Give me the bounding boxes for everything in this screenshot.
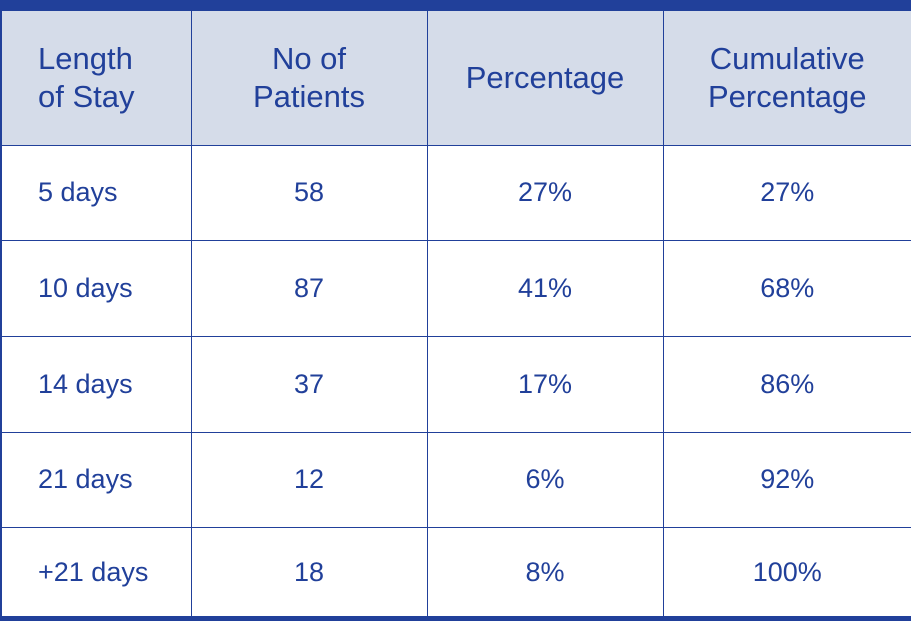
table-row: 5 days 58 27% 27% <box>0 145 911 242</box>
cell-percentage: 17% <box>426 336 664 433</box>
header-cumulative-percentage-line-1: Cumulative <box>709 40 865 76</box>
header-no-of-patients: No of Patients <box>190 11 428 146</box>
table-row: 10 days 87 41% 68% <box>0 240 911 337</box>
header-length-of-stay-line-1: Length <box>38 40 133 76</box>
cell-cumulative-percentage: 27% <box>662 145 911 242</box>
table-row: 21 days 12 6% 92% <box>0 432 911 529</box>
cell-length-of-stay: 10 days <box>0 240 192 337</box>
cell-cumulative-percentage: 68% <box>662 240 911 337</box>
header-cumulative-percentage: Cumulative Percentage <box>662 11 911 146</box>
cell-percentage: 27% <box>426 145 664 242</box>
header-percentage: Percentage <box>426 11 664 146</box>
cell-no-of-patients: 37 <box>190 336 428 433</box>
cell-no-of-patients: 18 <box>190 527 428 617</box>
cell-length-of-stay: 21 days <box>0 432 192 529</box>
cell-cumulative-percentage: 92% <box>662 432 911 529</box>
cell-cumulative-percentage: 100% <box>662 527 911 617</box>
header-cumulative-percentage-line-2: Percentage <box>707 78 867 114</box>
length-of-stay-table: Length of Stay No of Patients Percentage… <box>0 11 911 617</box>
cell-no-of-patients: 12 <box>190 432 428 529</box>
cell-percentage: 8% <box>426 527 664 617</box>
header-length-of-stay-line-2: of Stay <box>38 78 135 114</box>
cell-length-of-stay: 14 days <box>0 336 192 433</box>
cell-length-of-stay: +21 days <box>0 527 192 617</box>
cell-percentage: 6% <box>426 432 664 529</box>
cell-no-of-patients: 87 <box>190 240 428 337</box>
cell-cumulative-percentage: 86% <box>662 336 911 433</box>
table-header-row: Length of Stay No of Patients Percentage… <box>0 11 911 146</box>
header-no-of-patients-line-2: Patients <box>252 78 365 114</box>
header-percentage-line-1: Percentage <box>465 59 625 95</box>
cell-length-of-stay: 5 days <box>0 145 192 242</box>
cell-percentage: 41% <box>426 240 664 337</box>
header-length-of-stay: Length of Stay <box>0 11 192 146</box>
header-no-of-patients-line-1: No of <box>271 40 347 76</box>
table-row: +21 days 18 8% 100% <box>0 527 911 617</box>
cell-no-of-patients: 58 <box>190 145 428 242</box>
table-row: 14 days 37 17% 86% <box>0 336 911 433</box>
